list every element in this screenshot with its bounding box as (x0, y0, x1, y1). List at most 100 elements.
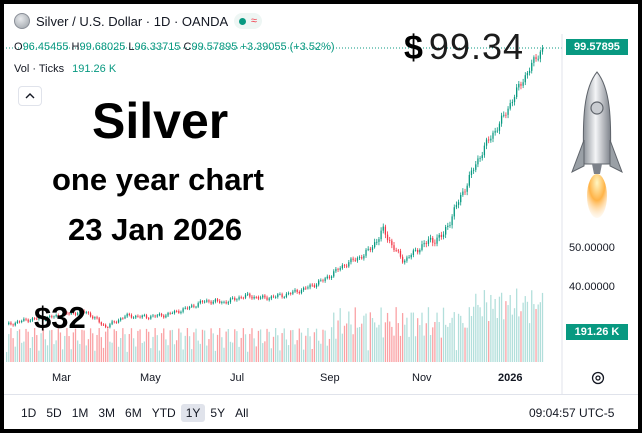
candle-body (199, 300, 201, 304)
volume-bar (464, 327, 466, 362)
candle-body (240, 297, 242, 299)
volume-bar (184, 335, 186, 362)
volume-bar (466, 327, 468, 362)
volume-bar (221, 337, 223, 362)
candle-body (223, 301, 225, 303)
candle-body (492, 132, 494, 139)
range-button-6m[interactable]: 6M (125, 406, 142, 420)
range-button-1y[interactable]: 1Y (180, 404, 206, 422)
volume-bar (326, 345, 328, 362)
range-button-1m[interactable]: 1M (71, 406, 89, 420)
volume-bar (421, 312, 423, 362)
current-price-badge[interactable]: 99.57895 (566, 39, 628, 55)
candle-body (389, 240, 391, 241)
price-tick-50: 50.00000 (569, 242, 615, 254)
market-status-badge[interactable]: ≈ (234, 13, 263, 29)
gear-icon[interactable] (590, 370, 606, 386)
candle-body (283, 296, 285, 298)
volume-bar (468, 307, 470, 362)
candle-body (236, 299, 238, 301)
range-button-all[interactable]: All (235, 406, 249, 420)
volume-bar (89, 328, 92, 362)
candle-body (328, 276, 331, 278)
candle-body (229, 298, 232, 303)
range-button-5d[interactable]: 5D (46, 406, 62, 420)
volume-bar (307, 328, 309, 362)
volume-bar (412, 312, 415, 362)
candle-body (429, 237, 432, 240)
candle-body (221, 301, 223, 303)
collapse-legend-button[interactable] (18, 86, 42, 106)
clock-display[interactable]: 09:04:57 UTC-5 (529, 406, 615, 420)
candle-body (330, 276, 333, 278)
volume-bar (87, 339, 90, 362)
candle-body (27, 319, 29, 322)
candle-body (150, 316, 152, 319)
volume-bar (330, 327, 333, 362)
volume-bar (126, 351, 128, 362)
range-button-1d[interactable]: 1D (21, 406, 37, 420)
market-open-dot-icon (239, 17, 247, 25)
candle-body (59, 316, 62, 318)
symbol-legend[interactable]: Silver / U.S. Dollar · 1D · OANDA ≈ (14, 12, 263, 30)
volume-bar (393, 335, 395, 362)
candle-body (92, 316, 94, 319)
close-value: 99.57895 (191, 41, 238, 53)
candle-body (180, 311, 182, 313)
volume-bar (528, 323, 531, 362)
volume-bar (292, 329, 294, 362)
volume-bar (479, 307, 481, 362)
volume-bar (229, 341, 232, 362)
volume-bar (369, 312, 371, 362)
volume-bar (445, 324, 447, 362)
candle-body (376, 241, 378, 243)
candle-body (77, 313, 79, 315)
volume-legend[interactable]: Vol · Ticks 191.26 K (14, 63, 116, 75)
candle-body (406, 257, 408, 261)
candle-body (292, 291, 294, 294)
candle-body (440, 234, 442, 237)
range-button-5y[interactable]: 5Y (210, 406, 226, 420)
time-tick-may: May (140, 372, 161, 384)
candle-body (100, 322, 102, 325)
candle-body (391, 240, 393, 246)
candle-body (460, 195, 462, 203)
candle-body (124, 316, 126, 319)
candle-body (339, 268, 341, 270)
candle-body (81, 310, 83, 312)
candle-body (18, 321, 21, 323)
candle-body (382, 226, 384, 231)
candle-body (462, 191, 464, 196)
candle-body (541, 48, 544, 52)
range-button-3m[interactable]: 3M (98, 406, 116, 420)
volume-bar (438, 322, 440, 362)
volume-bar (408, 336, 410, 362)
volume-bar (238, 346, 240, 362)
volume-bar (156, 335, 158, 362)
candle-body (363, 255, 365, 259)
volume-bar (419, 325, 421, 362)
candle-body (145, 315, 148, 318)
candle-body (436, 237, 438, 244)
volume-bar (124, 334, 126, 362)
candle-body (51, 316, 53, 318)
time-tick-sep: Sep (320, 372, 340, 384)
candle-body (464, 191, 466, 193)
candle-body (139, 316, 141, 318)
candle-body (10, 322, 12, 325)
candle-body (195, 306, 197, 308)
volume-bar (423, 335, 425, 362)
range-button-ytd[interactable]: YTD (151, 406, 176, 420)
candle-body (16, 321, 19, 323)
candle-body (352, 258, 354, 260)
volume-bar (167, 345, 169, 362)
volume-bar (365, 313, 367, 362)
volume-bar (346, 323, 348, 362)
candle-body (449, 225, 451, 226)
price-chart[interactable] (4, 4, 638, 429)
candle-body (33, 318, 36, 320)
volume-bar (178, 328, 180, 362)
candle-body (425, 243, 427, 244)
volume-badge[interactable]: 191.26 K (566, 324, 628, 340)
candle-body (251, 296, 253, 299)
